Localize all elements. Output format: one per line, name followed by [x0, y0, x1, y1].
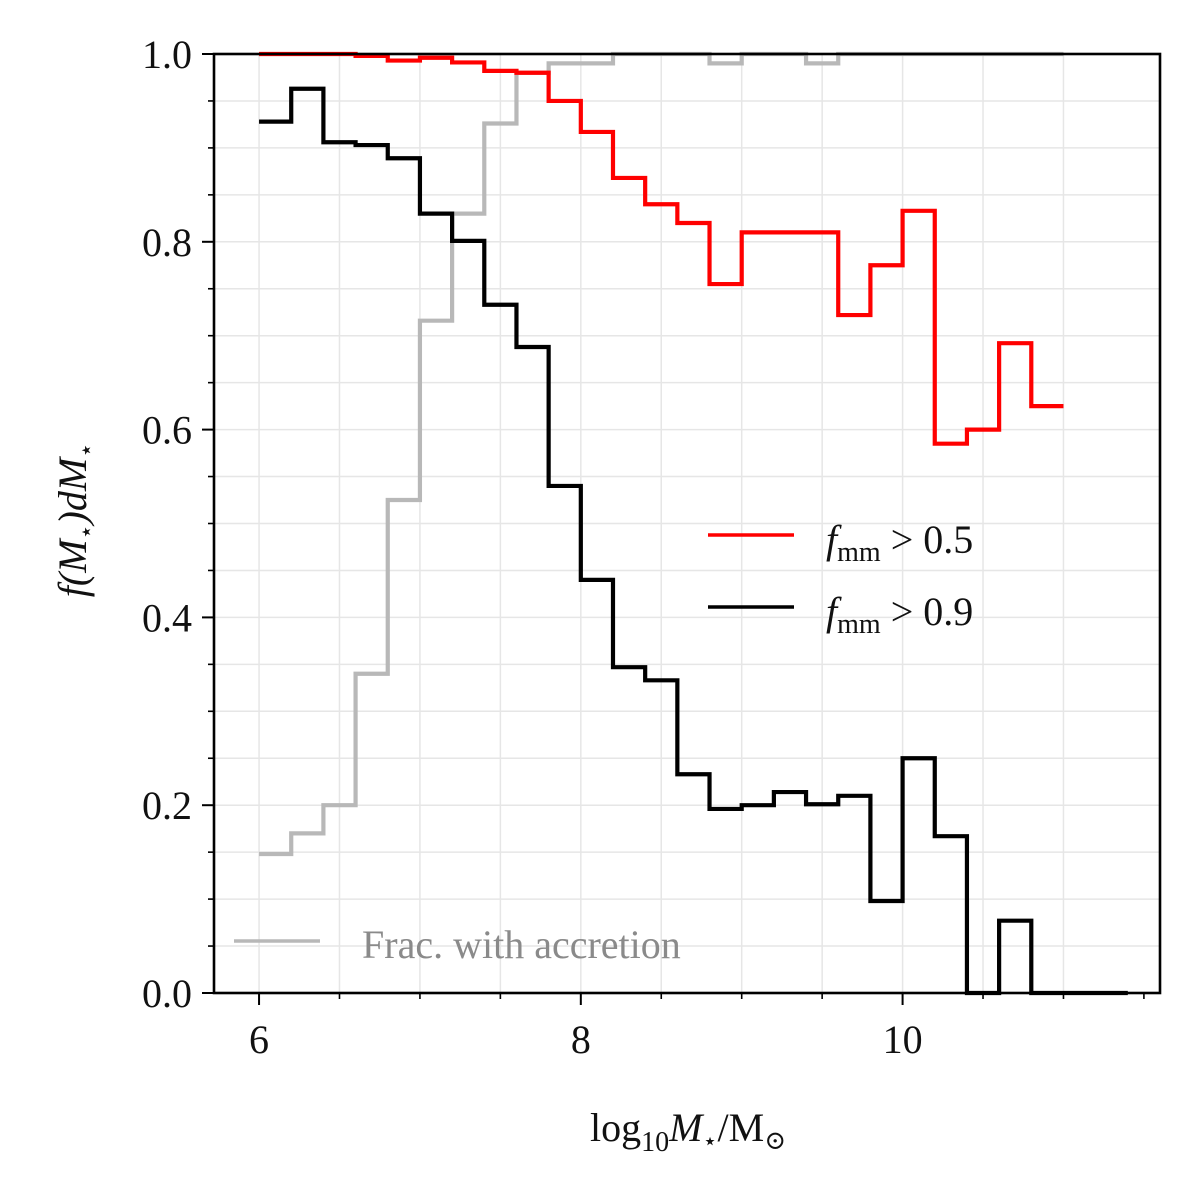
- legend-label-fmm-0.5: fmm > 0.5: [826, 517, 973, 568]
- series-fmm-0.5: [259, 51, 1064, 446]
- y-tick-label: 0.6: [142, 408, 192, 453]
- legend-accretion: Frac. with accretion: [234, 922, 681, 967]
- ticks: 6 8 10 0.0 0.2 0.4 0.6 0.8 1.0: [142, 32, 1145, 1062]
- legend: fmm > 0.5 fmm > 0.9: [708, 517, 973, 640]
- y-tick-label: 0.4: [142, 595, 192, 640]
- x-tick-label: 10: [883, 1017, 923, 1062]
- legend-label-fmm-0.9: fmm > 0.9: [826, 589, 973, 640]
- y-axis-label: f(M⋆)dM⋆: [50, 443, 100, 597]
- y-tick-label: 0.0: [142, 971, 192, 1016]
- legend-label-accretion: Frac. with accretion: [362, 922, 681, 967]
- x-axis-label: log10M⋆/M⊙: [590, 1105, 786, 1158]
- grid: [214, 53, 1160, 994]
- x-tick-label: 6: [249, 1017, 269, 1062]
- y-tick-label: 0.8: [142, 220, 192, 265]
- x-tick-label: 8: [571, 1017, 591, 1062]
- y-tick-label: 0.2: [142, 783, 192, 828]
- series-fmm-0.9: [259, 86, 1128, 996]
- y-tick-label: 1.0: [142, 32, 192, 77]
